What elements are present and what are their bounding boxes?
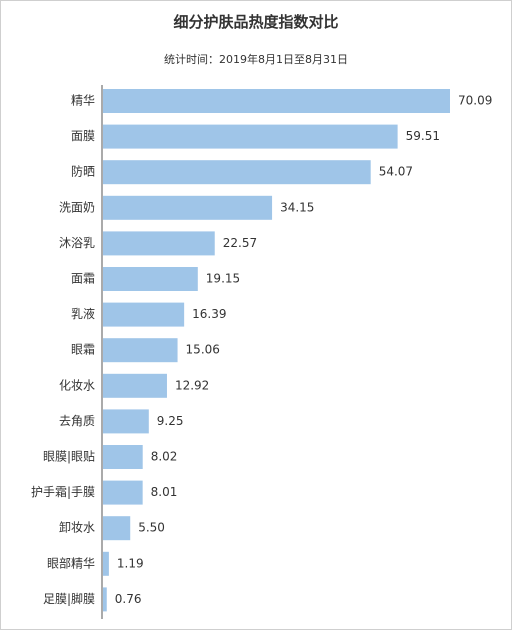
value-label: 5.50 (138, 521, 165, 535)
bar (103, 409, 149, 434)
category-label: 洗面奶 (59, 200, 95, 214)
value-label: 16.39 (192, 307, 226, 321)
category-label: 沐浴乳 (59, 236, 95, 250)
value-label: 1.19 (117, 556, 144, 570)
value-label: 59.51 (406, 129, 440, 143)
category-label: 防晒 (71, 164, 95, 179)
value-label: 9.25 (157, 414, 184, 428)
value-label: 12.92 (175, 378, 209, 392)
value-label: 8.01 (151, 485, 178, 499)
bar (103, 302, 185, 327)
bar (103, 231, 215, 256)
bar (103, 587, 107, 612)
category-label: 卸妆水 (59, 520, 95, 535)
category-label: 去角质 (59, 414, 95, 428)
bar (103, 516, 131, 541)
value-label: 34.15 (280, 200, 314, 214)
bar (103, 160, 371, 185)
bar (103, 89, 450, 113)
bar (103, 480, 143, 505)
chart-title: 细分护肤品热度指数对比 (173, 13, 339, 31)
category-label: 化妆水 (59, 378, 95, 392)
value-label: 54.07 (379, 165, 413, 179)
category-label: 乳液 (71, 306, 95, 321)
bar (103, 373, 167, 398)
chart-subtitle: 统计时间：2019年8月1日至8月31日 (164, 53, 348, 66)
bar (103, 338, 178, 363)
category-label: 眼膜|眼贴 (43, 450, 95, 464)
category-label: 精华 (71, 94, 95, 108)
value-label: 70.09 (458, 94, 492, 108)
category-label: 眼部精华 (47, 555, 95, 570)
category-label: 足膜|脚膜 (43, 591, 95, 606)
value-label: 0.76 (115, 592, 142, 606)
value-label: 22.57 (223, 236, 257, 250)
bar (103, 124, 398, 149)
category-label: 眼霜 (71, 343, 95, 357)
value-label: 8.02 (151, 450, 178, 464)
value-label: 15.06 (186, 343, 220, 357)
bar (103, 267, 198, 291)
category-label: 面霜 (71, 272, 95, 286)
bar (103, 195, 273, 220)
bar (103, 551, 109, 576)
category-label: 护手霜|手膜 (31, 485, 95, 499)
category-label: 面膜 (71, 129, 95, 143)
value-label: 19.15 (206, 272, 240, 286)
bar (103, 445, 143, 469)
